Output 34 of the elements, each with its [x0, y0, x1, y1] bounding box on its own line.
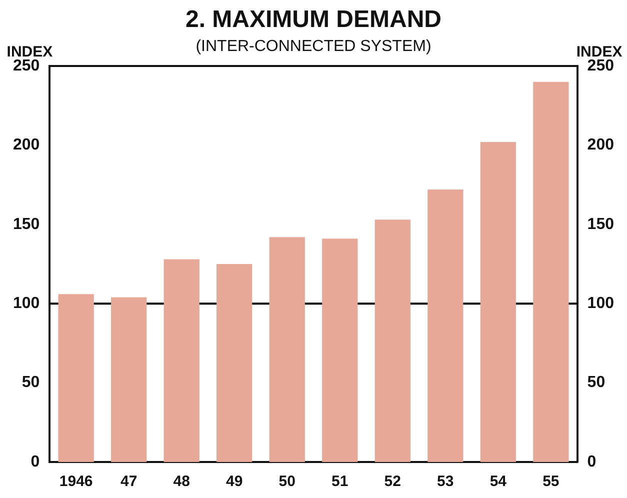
y-tick-label: 100 — [12, 295, 40, 312]
x-tick-label: 50 — [278, 473, 296, 490]
x-tick-label: 47 — [120, 473, 138, 490]
bar — [533, 82, 569, 462]
bar — [58, 294, 94, 462]
y2-tick-label: 200 — [587, 136, 614, 154]
bar — [480, 142, 516, 462]
x-tick-label: 48 — [173, 473, 190, 490]
x-tick-label: 49 — [226, 473, 243, 490]
chart-title: 2. MAXIMUM DEMAND — [186, 6, 442, 34]
y-tick-label: 250 — [12, 57, 40, 74]
x-tick-label: 1946 — [59, 473, 93, 490]
y2-tick-label: 100 — [587, 295, 614, 312]
y2-tick-label: 0 — [587, 453, 596, 470]
bar — [428, 190, 464, 462]
x-tick-label: 54 — [490, 473, 508, 490]
bar — [322, 238, 358, 462]
y-tick-label: 0 — [30, 453, 40, 470]
x-tick-label: 55 — [542, 473, 560, 490]
bar — [374, 220, 410, 462]
y2-tick-label: 250 — [587, 57, 614, 74]
bar — [216, 264, 252, 462]
bar — [269, 237, 305, 462]
y-tick-label: 150 — [12, 216, 40, 233]
x-tick-label: 52 — [384, 473, 401, 490]
bar — [164, 259, 200, 462]
y-tick-label: 50 — [22, 374, 40, 392]
y-tick-label: 200 — [12, 136, 40, 154]
chart-subtitle: (INTER-CONNECTED SYSTEM) — [196, 38, 432, 55]
x-tick-label: 53 — [437, 473, 454, 490]
bar — [111, 297, 147, 462]
y2-tick-label: 50 — [587, 374, 606, 392]
y2-tick-label: 150 — [587, 216, 614, 233]
x-tick-label: 51 — [332, 473, 348, 490]
